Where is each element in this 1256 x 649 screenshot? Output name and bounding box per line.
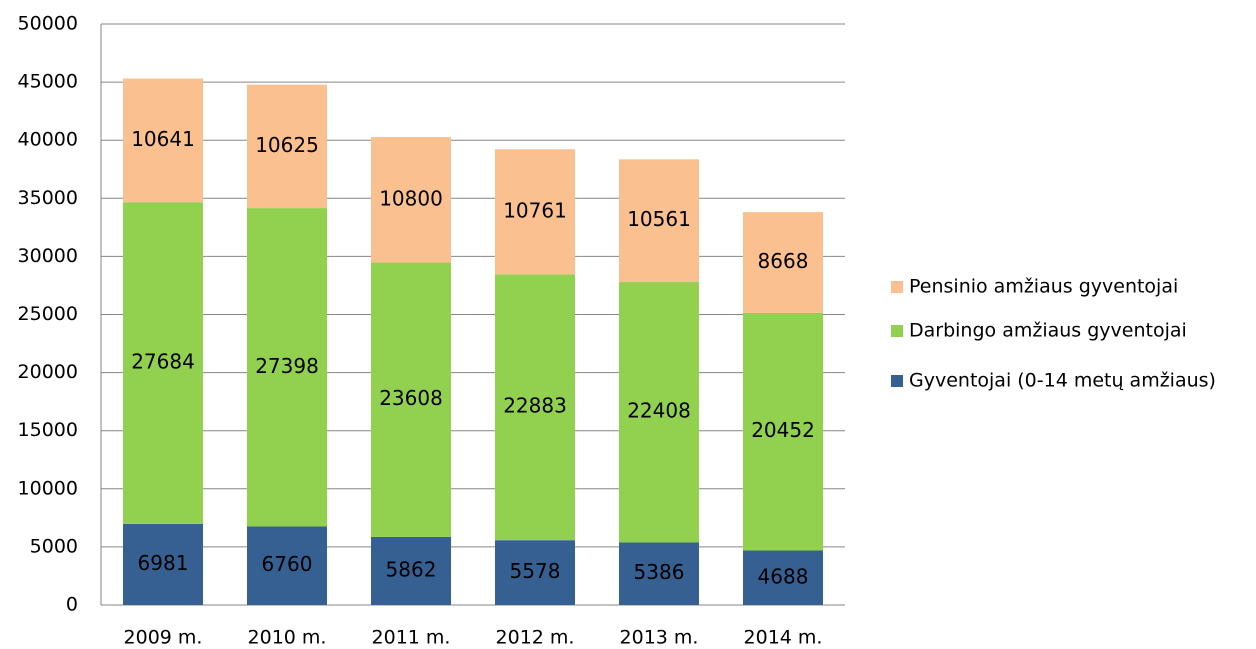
y-tick-label: 15000 — [18, 419, 78, 441]
data-label: 27684 — [131, 350, 195, 374]
y-tick-label: 50000 — [18, 13, 78, 35]
legend-swatch — [891, 375, 903, 387]
bar-segment — [123, 523, 203, 605]
bar-segment — [743, 212, 823, 313]
data-label: 5862 — [386, 557, 437, 581]
y-tick-label: 5000 — [30, 535, 78, 557]
y-tick-label: 35000 — [18, 187, 78, 209]
data-label: 22408 — [627, 399, 691, 423]
legend-swatch — [891, 281, 903, 293]
legend-label: Gyventojai (0-14 metų amžiaus) — [909, 370, 1216, 392]
x-tick-label: 2009 m. — [124, 627, 203, 649]
x-tick-label: 2014 m. — [744, 627, 823, 649]
y-tick-label: 25000 — [18, 303, 78, 325]
bar-segment — [619, 159, 699, 283]
y-tick-label: 0 — [66, 594, 78, 616]
y-tick-label: 40000 — [18, 129, 78, 151]
data-label: 6981 — [138, 551, 189, 575]
bar-segment — [743, 312, 823, 551]
data-label: 10761 — [503, 198, 567, 222]
bar-segment — [123, 78, 203, 203]
bar-segment — [495, 274, 575, 541]
x-tick-label: 2012 m. — [496, 627, 575, 649]
bar-segment — [495, 149, 575, 275]
data-label: 23608 — [379, 386, 443, 410]
data-label: 10561 — [627, 207, 691, 231]
data-label: 8668 — [758, 249, 809, 273]
legend-label: Darbingo amžiaus gyventojai — [909, 320, 1187, 342]
legend-swatch — [891, 325, 903, 337]
bar-segment — [619, 542, 699, 605]
y-tick-label: 10000 — [18, 477, 78, 499]
bar-segment — [495, 540, 575, 605]
bar-segment — [371, 137, 451, 263]
bar-segment — [247, 526, 327, 605]
data-label: 5578 — [510, 559, 561, 583]
y-tick-label: 45000 — [18, 71, 78, 93]
data-label: 20452 — [751, 418, 815, 442]
x-tick-label: 2013 m. — [620, 627, 699, 649]
data-label: 5386 — [634, 560, 685, 584]
data-label: 6760 — [262, 552, 313, 576]
x-tick-label: 2010 m. — [248, 627, 327, 649]
x-tick-label: 2011 m. — [372, 627, 451, 649]
data-label: 4688 — [758, 564, 809, 588]
bar-segment — [247, 208, 327, 527]
bar-segment — [743, 550, 823, 605]
bar-segment — [123, 202, 203, 524]
y-tick-label: 20000 — [18, 361, 78, 383]
bar-segment — [619, 282, 699, 543]
bar-segment — [371, 536, 451, 605]
data-label: 10800 — [379, 186, 443, 210]
data-label: 27398 — [255, 354, 319, 378]
bar-segment — [247, 84, 327, 209]
data-label: 10641 — [131, 127, 195, 151]
data-label: 22883 — [503, 394, 567, 418]
legend-label: Pensinio amžiaus gyventojai — [909, 276, 1178, 298]
bar-segment — [371, 262, 451, 537]
y-tick-label: 30000 — [18, 245, 78, 267]
data-label: 10625 — [255, 133, 319, 157]
